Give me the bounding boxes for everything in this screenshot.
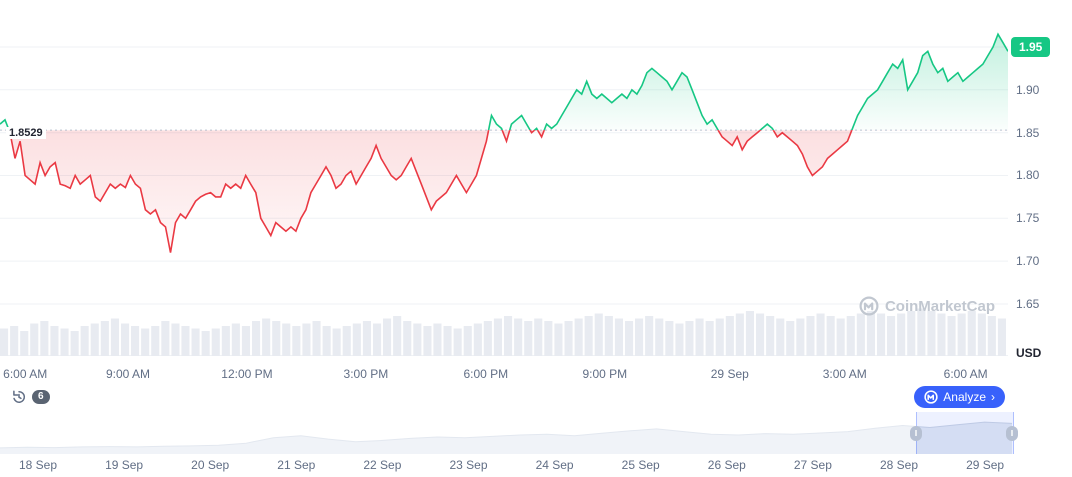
history-icon [13,390,26,403]
price-chart[interactable] [0,0,1008,356]
scrubber-date-label: 22 Sep [363,458,402,472]
x-axis-label: 6:00 AM [943,367,988,381]
scrubber-date-label: 27 Sep [793,458,832,472]
y-axis-unit: USD [1016,346,1042,360]
scrubber-date-label: 21 Sep [277,458,316,472]
y-axis-tick: 1.90 [1016,82,1040,97]
x-axis-label: 6:00 PM [463,367,509,381]
y-axis-tick: 1.75 [1016,211,1040,226]
drag-handle-icon: ‖ [914,428,918,438]
scrubber-date-label: 26 Sep [707,458,746,472]
y-axis-tick: 1.65 [1016,296,1040,311]
analyze-button[interactable]: Analyze › [914,386,1005,408]
scrubber-left-handle[interactable]: ‖ [910,426,922,441]
chevron-right-icon: › [991,390,995,404]
y-axis-tick: 1.80 [1016,168,1040,183]
scrubber-date-label: 29 Sep [966,458,1005,472]
scrubber-date-label: 20 Sep [191,458,230,472]
watermark: CoinMarketCap [859,296,995,316]
drag-handle-icon: ‖ [1010,428,1014,438]
x-axis-label: 3:00 AM [822,367,867,381]
history-count-badge: 6 [32,390,50,404]
scrubber-date-label: 18 Sep [18,458,58,472]
history-button[interactable]: 6 [10,388,50,406]
x-axis-label: 9:00 AM [106,367,151,381]
scrubber-date-label: 19 Sep [105,458,144,472]
scrubber-date-label: 25 Sep [621,458,660,472]
coinmarketcap-logo-icon [859,296,879,316]
y-axis-tick: 1.85 [1016,125,1040,140]
x-axis-label: 12:00 PM [221,367,273,381]
analyze-label: Analyze [943,390,986,404]
analyze-logo-icon [924,390,938,404]
scrubber-chart[interactable] [0,412,1012,454]
x-axis-label: 3:00 PM [343,367,389,381]
x-axis-label: 9:00 PM [582,367,628,381]
watermark-text: CoinMarketCap [884,297,995,315]
baseline-price-label: 1.8529 [6,127,46,139]
scrubber-date-label: 23 Sep [449,458,488,472]
y-axis-tick: 1.70 [1016,254,1040,269]
scrubber-unselected-overlay [0,412,916,454]
scrubber-date-label: 24 Sep [535,458,574,472]
x-axis-label: 29 Sep [710,367,749,381]
x-axis-label: 6:00 AM [3,367,48,381]
scrubber-date-label: 28 Sep [879,458,919,472]
scrubber-right-handle[interactable]: ‖ [1006,426,1018,441]
current-price-badge: 1.95 [1011,37,1051,57]
scrubber-selection[interactable] [916,412,1014,454]
